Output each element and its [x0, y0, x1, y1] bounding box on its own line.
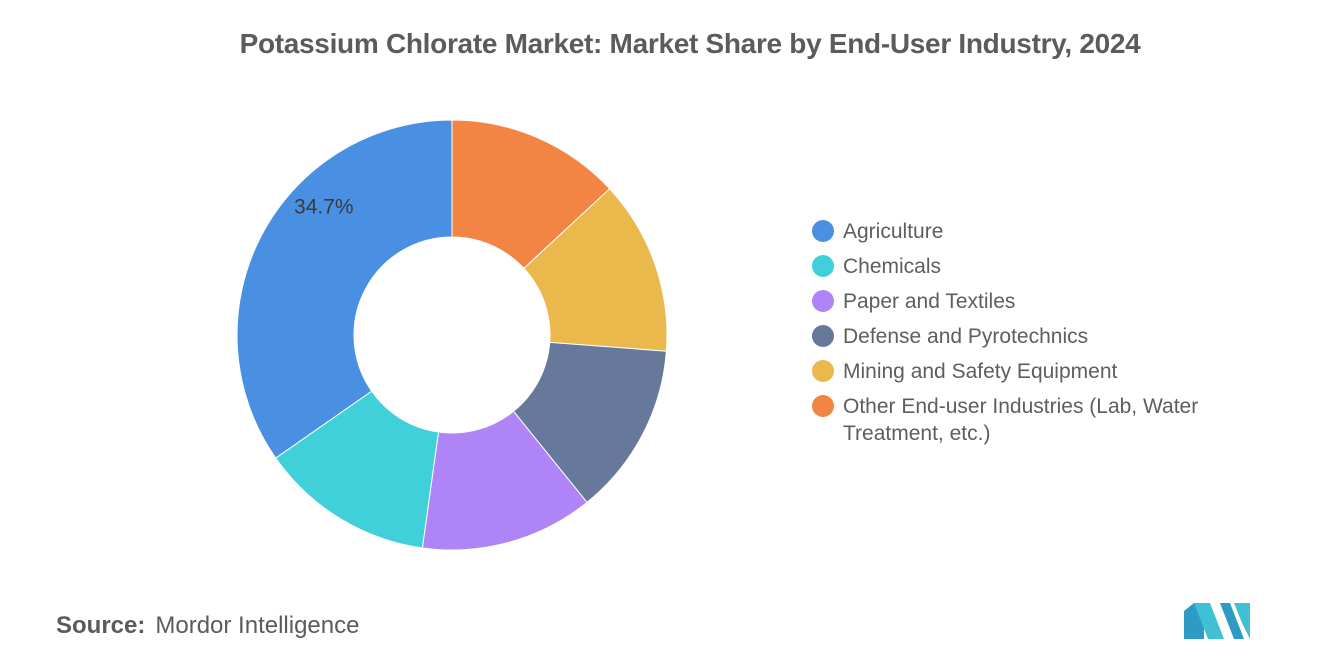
- legend-label: Other End-user Industries (Lab, Water Tr…: [843, 395, 1199, 445]
- slice-mining: [523, 188, 668, 352]
- legend-swatch-icon: [812, 325, 834, 347]
- source-value: Mordor Intelligence: [155, 612, 360, 639]
- source-label: Source:: [56, 612, 146, 639]
- legend-item: Paper and Textiles: [812, 288, 1232, 315]
- data-label-agriculture: 34.7%: [294, 195, 354, 218]
- legend-label: Chemicals: [843, 255, 942, 278]
- legend-item: Defense and Pyrotechnics: [812, 323, 1232, 350]
- legend-label: Paper and Textiles: [843, 290, 1016, 313]
- legend-label: Mining and Safety Equipment: [843, 360, 1118, 383]
- legend-label: Defense and Pyrotechnics: [843, 325, 1089, 348]
- legend-swatch-icon: [812, 255, 834, 277]
- mordor-intelligence-logo-icon: [1184, 603, 1250, 639]
- slice-agriculture: [236, 119, 453, 459]
- legend-swatch-icon: [812, 220, 834, 242]
- source-line: Source: Mordor Intelligence: [56, 612, 359, 640]
- slice-chemicals: [275, 390, 440, 549]
- slice-other: [451, 119, 611, 270]
- legend-item: Agriculture: [812, 218, 1232, 245]
- legend-swatch-icon: [812, 395, 834, 417]
- legend-item: Other End-user Industries (Lab, Water Tr…: [812, 393, 1232, 447]
- legend-swatch-icon: [812, 290, 834, 312]
- chart-legend: Agriculture Chemicals Paper and Textiles De…: [812, 218, 1232, 455]
- legend-item: Chemicals: [812, 253, 1232, 280]
- chart-title: Potassium Chlorate Market: Market Share …: [239, 28, 1141, 59]
- legend-label: Agriculture: [843, 220, 944, 243]
- legend-item: Mining and Safety Equipment: [812, 358, 1232, 385]
- slice-defense: [512, 341, 667, 504]
- slice-paper: [421, 410, 588, 551]
- legend-swatch-icon: [812, 360, 834, 382]
